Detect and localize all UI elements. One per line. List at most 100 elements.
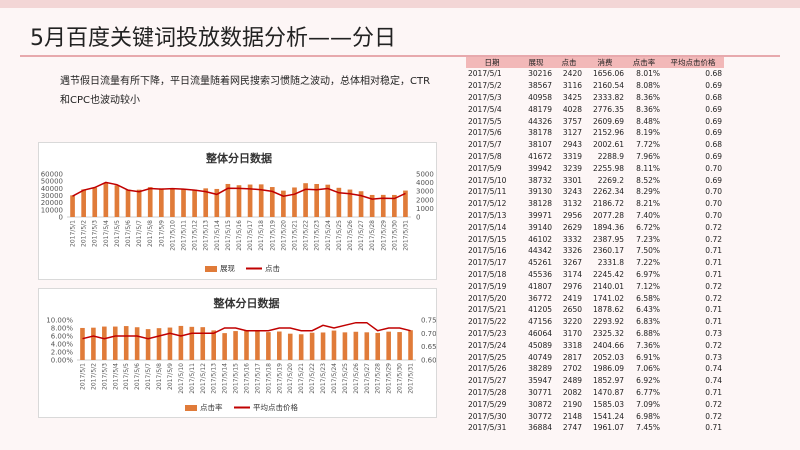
x-axis-tick-label: 2017/5/10 <box>178 363 185 394</box>
table-cell: 1852.97 <box>592 376 624 386</box>
x-axis-tick-label: 2017/5/3 <box>101 363 108 390</box>
table-cell: 8.36% <box>636 104 660 114</box>
x-axis-tick-label: 2017/5/26 <box>347 220 354 251</box>
x-axis-tick-label: 2017/5/31 <box>408 363 415 394</box>
table-cell: 7.22% <box>636 258 660 268</box>
table-row: 2017/5/3 40958 3425 2333.82 8.36% 0.68 <box>466 92 724 104</box>
table-header-cell: 点击 <box>554 57 584 68</box>
bar-点击率 <box>386 331 391 360</box>
page-title: 5月百度关键词投放数据分析——分日 <box>30 26 396 51</box>
table-cell: 3757 <box>562 116 582 126</box>
x-axis-tick-label: 2017/5/17 <box>254 363 261 394</box>
table-cell: 2002.61 <box>592 140 624 150</box>
chart-1-svg: 整体分日数据0100002000030000400005000060000010… <box>41 151 434 273</box>
table-cell: 41807 <box>528 281 552 291</box>
table-cell: 0.69 <box>705 175 722 185</box>
bar-点击率 <box>112 326 118 360</box>
table-cell: 2650 <box>562 305 582 315</box>
left-axis-tick-label: 30000 <box>41 192 63 200</box>
left-axis-tick-label: 2.00% <box>51 349 74 357</box>
bar-展现 <box>236 185 242 217</box>
table-cell: 2245.42 <box>592 269 624 279</box>
bar-展现 <box>158 188 164 217</box>
bar-点击率 <box>309 332 315 360</box>
table-row: 2017/5/4 48179 4028 2776.35 8.36% 0.69 <box>466 103 724 115</box>
table-cell: 0.69 <box>705 151 722 161</box>
x-axis-tick-label: 2017/5/10 <box>169 220 176 251</box>
table-row: 2017/5/16 44342 3326 2360.17 7.50% 0.71 <box>466 245 724 257</box>
x-axis-tick-label: 2017/5/3 <box>92 220 99 247</box>
x-axis-tick-label: 2017/5/20 <box>287 363 294 394</box>
table-cell: 45089 <box>528 340 552 350</box>
table-row: 2017/5/21 41205 2650 1878.62 6.43% 0.71 <box>466 304 724 316</box>
table-cell: 6.98% <box>636 411 660 421</box>
bar-展现 <box>225 183 231 217</box>
x-axis-tick-label: 2017/5/28 <box>369 220 376 251</box>
table-cell: 2190 <box>562 399 582 409</box>
bar-展现 <box>81 189 86 217</box>
table-cell: 0.72 <box>705 340 722 350</box>
table-cell: 0.71 <box>705 269 722 279</box>
table-cell: 7.96% <box>636 151 660 161</box>
x-axis-tick-label: 2017/5/12 <box>192 220 199 251</box>
table-cell: 0.70 <box>705 210 722 220</box>
table-cell: 2017/5/11 <box>468 187 507 197</box>
table-cell: 0.71 <box>705 317 722 327</box>
table-cell: 2017/5/7 <box>468 140 502 150</box>
legend-swatch-bar <box>185 405 197 411</box>
table-cell: 1656.06 <box>592 69 624 79</box>
x-axis-tick-label: 2017/5/27 <box>358 220 365 251</box>
bar-点击率 <box>320 332 326 360</box>
table-cell: 2702 <box>562 364 582 374</box>
bar-点击率 <box>233 331 238 360</box>
bar-展现 <box>392 194 397 217</box>
table-cell: 2976 <box>562 281 582 291</box>
bar-点击率 <box>364 332 370 360</box>
table-cell: 30872 <box>528 399 552 409</box>
left-axis-tick-label: 60000 <box>41 171 63 179</box>
bar-点击率 <box>342 332 348 360</box>
table-row: 2017/5/30 30772 2148 1541.24 6.98% 0.72 <box>466 410 724 422</box>
table-header-cell: 展现 <box>518 57 554 68</box>
table-row: 2017/5/24 45089 3318 2404.66 7.36% 0.72 <box>466 339 724 351</box>
table-cell: 38567 <box>528 81 552 91</box>
x-axis-tick-label: 2017/5/2 <box>90 363 97 390</box>
table-row: 2017/5/5 44326 3757 2609.69 8.48% 0.69 <box>466 115 724 127</box>
bar-展现 <box>325 184 331 217</box>
x-axis-tick-label: 2017/5/23 <box>314 220 321 251</box>
legend-label: 点击 <box>265 263 280 273</box>
table-row: 2017/5/22 47156 3220 2293.92 6.83% 0.71 <box>466 316 724 328</box>
table-row: 2017/5/19 41807 2976 2140.01 7.12% 0.72 <box>466 280 724 292</box>
x-axis-tick-label: 2017/5/22 <box>309 363 316 394</box>
table-row: 2017/5/1 30216 2420 1656.06 8.01% 0.68 <box>466 68 724 80</box>
bar-展现 <box>170 189 175 217</box>
table-cell: 6.92% <box>636 376 660 386</box>
table-cell: 6.88% <box>636 328 660 338</box>
bar-展现 <box>247 184 253 217</box>
table-cell: 41205 <box>528 305 552 315</box>
x-axis-tick-label: 2017/5/7 <box>136 220 143 247</box>
table-cell: 0.72 <box>705 293 722 303</box>
right-axis-tick-label: 5000 <box>416 171 434 179</box>
table-cell: 0.72 <box>705 222 722 232</box>
x-axis-tick-label: 2017/5/29 <box>386 363 393 394</box>
table-cell: 2152.96 <box>592 128 624 138</box>
right-axis-tick-label: 0.75 <box>421 317 436 325</box>
bar-展现 <box>70 195 75 217</box>
bar-展现 <box>181 188 186 217</box>
table-cell: 2017/5/4 <box>468 104 502 114</box>
table-cell: 0.71 <box>705 258 722 268</box>
table-cell: 2629 <box>562 222 582 232</box>
x-axis-tick-label: 2017/5/25 <box>342 363 349 394</box>
table-row: 2017/5/26 38289 2702 1986.09 7.06% 0.74 <box>466 363 724 375</box>
bar-点击率 <box>102 326 107 360</box>
table-cell: 1878.62 <box>592 305 624 315</box>
table-cell: 2419 <box>562 293 582 303</box>
x-axis-tick-label: 2017/5/1 <box>79 363 86 390</box>
table-cell: 8.19% <box>636 128 660 138</box>
table-cell: 2747 <box>562 423 582 433</box>
right-axis-tick-label: 2000 <box>416 196 434 204</box>
x-axis-tick-label: 2017/5/11 <box>189 363 196 394</box>
left-axis-tick-label: 50000 <box>41 178 63 186</box>
table-cell: 0.71 <box>705 246 722 256</box>
